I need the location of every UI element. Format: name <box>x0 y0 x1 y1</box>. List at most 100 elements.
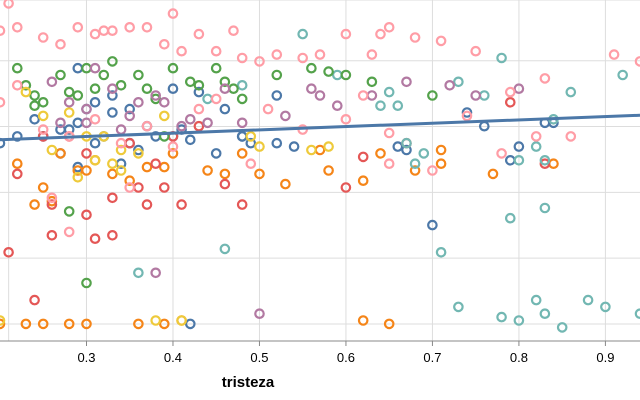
scatter-point <box>385 160 393 168</box>
scatter-point <box>472 47 480 55</box>
scatter-point <box>30 102 38 110</box>
scatter-point <box>584 296 592 304</box>
scatter-point <box>91 30 99 38</box>
scatter-point <box>108 57 116 65</box>
scatter-point <box>13 64 21 72</box>
scatter-point <box>359 177 367 185</box>
scatter-point <box>359 153 367 161</box>
scatter-point <box>126 23 134 31</box>
scatter-point <box>91 115 99 123</box>
scatter-point <box>177 47 185 55</box>
scatter-point <box>195 105 203 113</box>
x-tick-label: 0.9 <box>596 350 614 365</box>
scatter-point <box>376 30 384 38</box>
scatter-point <box>567 88 575 96</box>
scatter-point <box>437 146 445 154</box>
scatter-point <box>56 40 64 48</box>
scatter-point <box>100 27 108 35</box>
scatter-point <box>368 91 376 99</box>
scatter-point <box>472 91 480 99</box>
scatter-point <box>91 98 99 106</box>
scatter-point <box>506 214 514 222</box>
scatter-point <box>160 163 168 171</box>
scatter-point <box>221 170 229 178</box>
scatter-point <box>497 149 505 157</box>
scatter-point <box>480 91 488 99</box>
scatter-point <box>100 71 108 79</box>
scatter-point <box>359 91 367 99</box>
scatter-point <box>39 183 47 191</box>
scatter-point <box>203 166 211 174</box>
scatter-point <box>541 74 549 82</box>
scatter-point <box>143 23 151 31</box>
scatter-point <box>273 139 281 147</box>
scatter-point <box>65 228 73 236</box>
scatter-point <box>143 200 151 208</box>
scatter-point <box>264 105 272 113</box>
scatter-point <box>376 149 384 157</box>
scatter-point <box>273 50 281 58</box>
scatter-point <box>91 139 99 147</box>
scatter-point <box>134 71 142 79</box>
scatter-point <box>195 30 203 38</box>
scatter-point <box>108 160 116 168</box>
scatter-point <box>0 98 4 106</box>
scatter-point <box>39 112 47 120</box>
scatter-point <box>56 149 64 157</box>
scatter-point <box>333 102 341 110</box>
scatter-point <box>307 64 315 72</box>
scatter-point <box>411 33 419 41</box>
scatter-point <box>489 170 497 178</box>
scatter-point <box>636 57 640 65</box>
scatter-point <box>385 129 393 137</box>
scatter-point <box>74 91 82 99</box>
scatter-point <box>497 313 505 321</box>
scatter-point <box>0 27 4 35</box>
scatter-point <box>290 142 298 150</box>
x-tick-label: 0.3 <box>77 350 95 365</box>
scatter-point <box>134 183 142 191</box>
scatter-point <box>91 85 99 93</box>
x-axis-title: tristeza <box>222 374 275 391</box>
scatter-point <box>160 98 168 106</box>
scatter-point <box>316 146 324 154</box>
scatter-point <box>160 183 168 191</box>
scatter-point <box>152 269 160 277</box>
scatter-point <box>212 64 220 72</box>
scatter-point <box>316 91 324 99</box>
scatter-point <box>532 142 540 150</box>
scatter-point <box>65 207 73 215</box>
scatter-point <box>437 248 445 256</box>
scatter-point <box>108 108 116 116</box>
scatter-point <box>324 166 332 174</box>
x-tick-label: 0.6 <box>337 350 355 365</box>
scatter-point <box>549 160 557 168</box>
scatter-point <box>212 149 220 157</box>
scatter-point <box>30 296 38 304</box>
scatter-point <box>238 81 246 89</box>
scatter-point <box>108 27 116 35</box>
scatter-point <box>619 71 627 79</box>
scatter-point <box>273 71 281 79</box>
scatter-point <box>402 78 410 86</box>
scatter-point <box>160 40 168 48</box>
scatter-point <box>506 88 514 96</box>
scatter-point <box>134 269 142 277</box>
x-tick-label: 0.5 <box>250 350 268 365</box>
scatter-point <box>186 136 194 144</box>
scatter-point <box>65 108 73 116</box>
scatter-point <box>610 50 618 58</box>
scatter-point <box>238 200 246 208</box>
scatter-point <box>108 170 116 178</box>
scatter-point <box>359 316 367 324</box>
scatter-point <box>333 71 341 79</box>
scatter-point <box>186 78 194 86</box>
scatter-point <box>541 310 549 318</box>
scatter-point <box>177 316 185 324</box>
scatter-point <box>385 88 393 96</box>
scatter-point <box>143 163 151 171</box>
x-axis: 0.3 0.4 0.5 0.6 0.7 0.8 0.9 <box>0 341 640 365</box>
scatter-point <box>281 180 289 188</box>
scatter-point <box>541 204 549 212</box>
